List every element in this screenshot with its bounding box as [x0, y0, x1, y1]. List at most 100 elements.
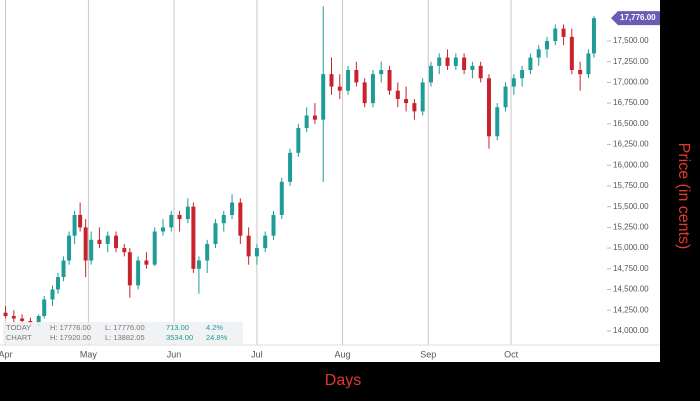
candle-body — [271, 214, 276, 236]
y-tick-label: 16,000.00 — [613, 160, 649, 169]
x-tick-label: May — [80, 349, 98, 359]
candle-body — [304, 115, 309, 128]
y-tick-label: 16,750.00 — [613, 98, 649, 107]
y-tick-label: 17,250.00 — [613, 57, 649, 66]
candle-body — [196, 260, 201, 269]
candle-body — [160, 227, 165, 232]
info-box-text: 713.00 — [166, 323, 189, 332]
candle-body — [569, 36, 574, 70]
candle-body — [296, 127, 301, 153]
candle-body — [312, 115, 317, 120]
candle-body — [72, 214, 77, 236]
info-box-text: 24.8% — [206, 333, 228, 342]
candle-body — [114, 235, 119, 249]
x-tick-label: Oct — [504, 349, 519, 359]
candle-body — [42, 299, 47, 317]
candle-body — [78, 214, 83, 228]
candle-body — [238, 202, 243, 236]
x-tick-label: Aug — [335, 349, 351, 359]
y-axis-title: Price (in cents) — [675, 143, 692, 250]
candle-body — [254, 248, 259, 257]
candle-body — [11, 316, 16, 319]
candle-body — [404, 98, 409, 104]
y-tick-label: 15,000.00 — [613, 243, 649, 252]
candle-body — [50, 289, 55, 300]
candle-body — [591, 18, 596, 54]
candle-body — [495, 107, 500, 137]
price-flag-label: 17,776.00 — [620, 13, 656, 22]
y-tick-label: 17,000.00 — [613, 78, 649, 87]
candle-body — [169, 214, 174, 228]
candle-body — [511, 78, 516, 87]
y-tick-label: 15,500.00 — [613, 202, 649, 211]
candle-body — [486, 78, 491, 137]
candle-body — [553, 28, 558, 42]
candle-body — [61, 260, 66, 278]
candle-body — [136, 260, 141, 286]
candle-body — [503, 86, 508, 108]
candle-body — [3, 312, 8, 317]
candle-body — [354, 69, 359, 83]
candle-body — [36, 316, 41, 323]
x-tick-label: Jul — [251, 349, 263, 359]
info-box-text: 3534.00 — [166, 333, 193, 342]
candle-body — [561, 28, 566, 37]
x-tick-label: Jun — [167, 349, 182, 359]
x-axis-title: Days — [325, 372, 361, 389]
candle-body — [127, 252, 132, 286]
y-tick-label: 14,750.00 — [613, 264, 649, 273]
candle-body — [379, 69, 384, 75]
candle-body — [288, 152, 293, 182]
info-box-text: CHART — [6, 333, 32, 342]
info-box — [3, 322, 243, 344]
candle-body — [420, 82, 425, 112]
info-box-text: L: 17776.00 — [105, 323, 145, 332]
plot-panel — [0, 0, 660, 362]
price-flag — [611, 11, 660, 26]
candle-body — [205, 243, 210, 261]
candle-body — [412, 103, 417, 112]
candle-body — [177, 214, 182, 220]
candle-body — [246, 235, 251, 257]
candle-body — [428, 65, 433, 83]
candle-body — [263, 235, 268, 249]
candle-body — [528, 57, 533, 70]
candle-body — [395, 90, 400, 99]
candle-body — [105, 235, 110, 244]
candle-body — [152, 231, 157, 265]
candle-body — [346, 69, 351, 91]
candle-body — [56, 277, 61, 290]
x-tick-label: Apr — [0, 349, 13, 359]
candle-body — [437, 57, 442, 66]
candle-body — [536, 49, 541, 58]
info-box-text: H: 17776.00 — [50, 323, 91, 332]
candle-body — [362, 82, 367, 104]
y-tick-label: 14,000.00 — [613, 326, 649, 335]
candle-body — [279, 181, 284, 215]
candle-body — [230, 202, 235, 215]
candle-body — [83, 227, 88, 261]
candle-body — [321, 74, 326, 120]
y-tick-label: 15,250.00 — [613, 222, 649, 231]
candle-body — [387, 69, 392, 91]
candle-body — [185, 206, 190, 220]
y-tick-label: 15,750.00 — [613, 181, 649, 190]
candle-body — [544, 41, 549, 50]
candle-body — [445, 57, 450, 66]
candle-body — [20, 318, 25, 321]
candle-body — [337, 86, 342, 91]
candle-body — [478, 65, 483, 79]
candle-body — [97, 239, 102, 244]
info-box-text: L: 13882.05 — [105, 333, 145, 342]
candle-body — [586, 53, 591, 75]
x-tick-label: Sep — [420, 349, 436, 359]
candle-body — [470, 65, 475, 70]
y-tick-label: 16,500.00 — [613, 119, 649, 128]
y-tick-label: 17,500.00 — [613, 36, 649, 45]
candle-body — [67, 235, 72, 261]
candle-body — [122, 248, 127, 253]
info-box-text: TODAY — [6, 323, 31, 332]
candle-body — [191, 206, 196, 269]
candle-body — [462, 57, 467, 70]
